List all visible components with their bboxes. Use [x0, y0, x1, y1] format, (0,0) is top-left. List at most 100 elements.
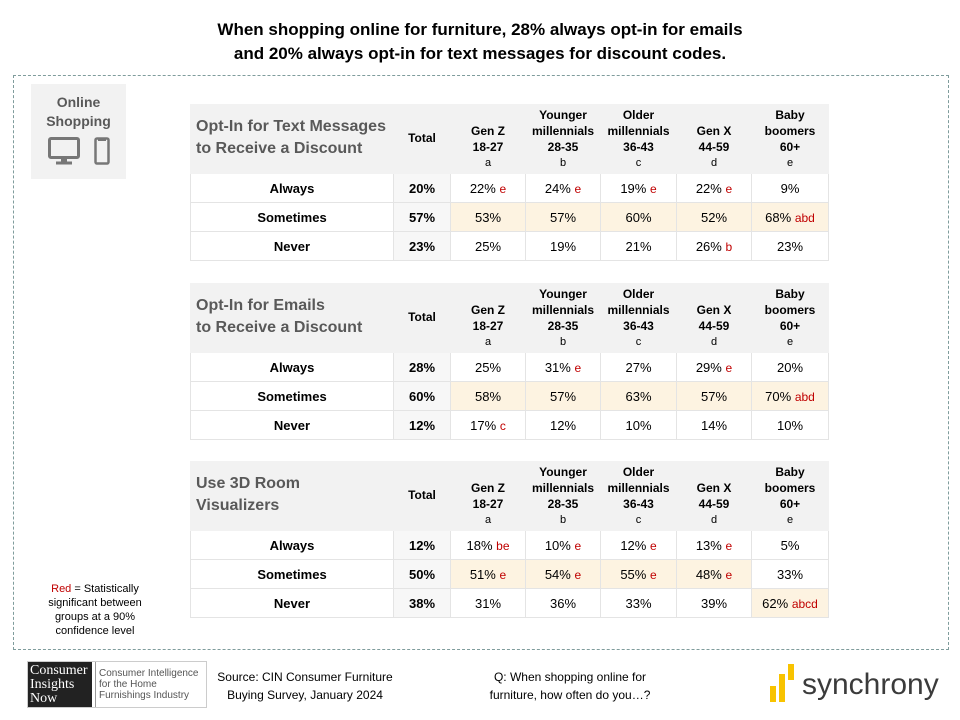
value-cell: 48% e [676, 559, 752, 589]
total-cell: 28% [393, 352, 451, 382]
survey-question: Q: When shopping online for furniture, ho… [489, 670, 651, 702]
value-cell: 22% e [450, 173, 526, 203]
value-cell: 21% [600, 231, 677, 261]
column-header-total: Total [393, 283, 451, 353]
value-cell: 27% [600, 352, 677, 382]
value-cell: 26% b [676, 231, 752, 261]
value-cell: 31% e [525, 352, 601, 382]
row-label: Sometimes [190, 381, 394, 411]
significance-letters: e [649, 567, 657, 582]
significance-letters: abd [794, 389, 815, 404]
total-cell: 12% [393, 410, 451, 440]
value-cell: 60% [600, 202, 677, 232]
total-cell: 50% [393, 559, 451, 589]
column-header-total: Total [393, 461, 451, 531]
table-row: Sometimes 60% 58% 57% 63% 57% 70% abd [190, 381, 829, 411]
synchrony-mark-icon [770, 664, 794, 702]
significance-letters: e [574, 567, 582, 582]
content-frame [13, 75, 949, 650]
value-cell: 54% e [525, 559, 601, 589]
column-header-group: Younger millennials 28-35 b [525, 283, 601, 353]
significance-letters: abd [794, 210, 815, 225]
value-cell: 10% [751, 410, 829, 440]
value-cell: 58% [450, 381, 526, 411]
synchrony-logo: synchrony [770, 664, 939, 702]
table-row: Sometimes 50% 51% e 54% e 55% e 48% e 33% [190, 559, 829, 589]
column-header-group: Gen X 44-59 d [676, 283, 752, 353]
table-row: Never 12% 17% c 12% 10% 14% 10% [190, 410, 829, 440]
table-2: Opt-In for Emails to Receive a Discount To… [190, 283, 829, 440]
significance-letters: e [649, 538, 657, 553]
total-cell: 38% [393, 588, 451, 618]
online-shopping-badge: Online Shopping [31, 84, 126, 179]
value-cell: 25% [450, 231, 526, 261]
significance-letters: e [499, 567, 507, 582]
value-cell: 33% [600, 588, 677, 618]
value-cell: 12% e [600, 530, 677, 560]
column-header-group: Older millennials 36-43 c [600, 283, 677, 353]
value-cell: 23% [751, 231, 829, 261]
source-note: Source: CIN Consumer Furniture Buying Sur… [217, 670, 393, 702]
significance-letters: e [499, 181, 507, 196]
column-header-group: Gen X 44-59 d [676, 461, 752, 531]
significance-letters: e [574, 360, 582, 375]
value-cell: 20% [751, 352, 829, 382]
desktop-icon [47, 137, 80, 165]
table-3: Use 3D Room Visualizers Total Gen Z 18-27 a Yo… [190, 461, 829, 618]
significance-legend: Red = Statistically significant between … [48, 583, 142, 637]
table-row: Never 23% 25% 19% 21% 26% b 23% [190, 231, 829, 261]
column-header-group: Older millennials 36-43 c [600, 104, 677, 174]
significance-letters: e [725, 181, 733, 196]
table-row: Sometimes 57% 53% 57% 60% 52% 68% abd [190, 202, 829, 232]
phone-icon [93, 137, 110, 165]
table-row: Always 28% 25% 31% e 27% 29% e 20% [190, 352, 829, 382]
value-cell: 29% e [676, 352, 752, 382]
table-row: Always 12% 18% be 10% e 12% e 13% e 5% [190, 530, 829, 560]
table-row: Always 20% 22% e 24% e 19% e 22% e 9% [190, 173, 829, 203]
value-cell: 36% [525, 588, 601, 618]
significance-letters: e [574, 538, 582, 553]
value-cell: 62% abcd [751, 588, 829, 618]
slide-title: When shopping online for furniture, 28% … [217, 20, 743, 63]
significance-letters: be [496, 538, 510, 553]
table-row: Never 38% 31% 36% 33% 39% 62% abcd [190, 588, 829, 618]
value-cell: 68% abd [751, 202, 829, 232]
row-label: Never [190, 588, 394, 618]
row-label: Always [190, 352, 394, 382]
row-label: Always [190, 173, 394, 203]
value-cell: 25% [450, 352, 526, 382]
value-cell: 9% [751, 173, 829, 203]
table-title: Opt-In for Text Messages to Receive a Dis… [190, 104, 394, 174]
value-cell: 18% be [450, 530, 526, 560]
significance-letters: e [649, 181, 657, 196]
value-cell: 53% [450, 202, 526, 232]
column-header-group: Baby boomers 60+ e [751, 283, 829, 353]
value-cell: 10% [600, 410, 677, 440]
total-cell: 12% [393, 530, 451, 560]
column-header-group: Younger millennials 28-35 b [525, 461, 601, 531]
value-cell: 31% [450, 588, 526, 618]
significance-letters: abcd [791, 596, 818, 611]
table-title: Use 3D Room Visualizers [190, 461, 394, 531]
value-cell: 14% [676, 410, 752, 440]
significance-letters: e [574, 181, 582, 196]
significance-letters: c [499, 418, 506, 433]
value-cell: 63% [600, 381, 677, 411]
total-cell: 23% [393, 231, 451, 261]
value-cell: 13% e [676, 530, 752, 560]
total-cell: 57% [393, 202, 451, 232]
significance-letters: e [725, 360, 733, 375]
table-title: Opt-In for Emails to Receive a Discount [190, 283, 394, 353]
value-cell: 70% abd [751, 381, 829, 411]
value-cell: 19% e [600, 173, 677, 203]
value-cell: 33% [751, 559, 829, 589]
value-cell: 12% [525, 410, 601, 440]
value-cell: 57% [525, 202, 601, 232]
row-label: Sometimes [190, 559, 394, 589]
value-cell: 17% c [450, 410, 526, 440]
value-cell: 39% [676, 588, 752, 618]
significance-letters: e [725, 567, 733, 582]
column-header-group: Younger millennials 28-35 b [525, 104, 601, 174]
row-label: Never [190, 410, 394, 440]
column-header-total: Total [393, 104, 451, 174]
